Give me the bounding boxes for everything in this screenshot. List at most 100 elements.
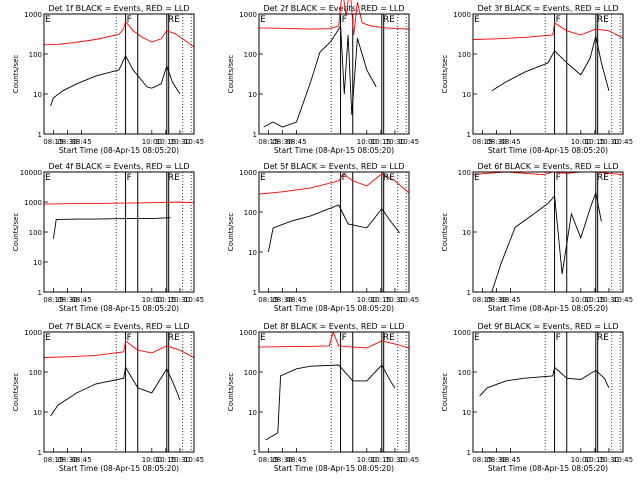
y-tick-label: 1000	[453, 11, 471, 19]
chart-title: Det 8f BLACK = Events, RED = LLD	[263, 322, 404, 331]
marker-label: E	[474, 173, 480, 183]
y-tick-label: 1	[253, 131, 257, 139]
y-tick-label: 100	[458, 169, 471, 177]
x-tick-label: 10:00	[357, 296, 377, 304]
chart-title: Det 2f BLACK = Events, RED = LLD	[263, 4, 404, 13]
plot-frame	[472, 331, 624, 453]
x-tick-label: 08:15	[43, 138, 63, 146]
chart-title: Det 5f BLACK = Events, RED = LLD	[263, 162, 404, 171]
x-tick-label: 10:30	[170, 138, 190, 146]
x-tick-label: 10:45	[399, 456, 419, 464]
plot-frame	[472, 171, 624, 293]
x-tick-label: 10:00	[357, 138, 377, 146]
marker-label: F	[556, 15, 561, 25]
events-series-line	[50, 54, 181, 107]
y-tick-label: 1000	[24, 199, 42, 207]
x-tick-label: 08:45	[500, 456, 520, 464]
lld-series-line	[43, 20, 195, 48]
y-axis-label: Counts/sec	[12, 213, 20, 252]
y-tick-label: 100	[458, 369, 471, 377]
chart-panel: Det 4f BLACK = Events, RED = LLD E F RE 1 10 1…	[12, 162, 204, 313]
y-tick-label: 1000	[239, 329, 257, 337]
x-tick-label: 10:30	[385, 456, 405, 464]
x-tick-label: 10:15	[585, 456, 605, 464]
x-tick-label: 10:45	[184, 456, 204, 464]
x-tick-label: 10:00	[571, 456, 591, 464]
x-tick-label: 10:00	[357, 456, 377, 464]
x-axis-label: Start Time (08-Apr-15 08:05:20)	[488, 146, 608, 155]
chart-title: Det 3f BLACK = Events, RED = LLD	[477, 4, 618, 13]
chart-panel: Det 7f BLACK = Events, RED = LLD E F RE 1 10 1…	[12, 322, 204, 473]
marker-label: E	[474, 333, 480, 343]
x-tick-label: 10:30	[385, 296, 405, 304]
marker-label: RE	[168, 333, 180, 343]
plot-frame	[43, 331, 195, 453]
x-tick-label: 10:45	[613, 138, 633, 146]
marker-label: E	[260, 15, 266, 25]
y-tick-label: 10	[248, 91, 257, 99]
marker-label: F	[342, 333, 347, 343]
x-tick-label: 08:45	[286, 456, 306, 464]
events-series-line	[52, 217, 171, 239]
marker-label: RE	[383, 333, 395, 343]
y-tick-label: 1	[38, 449, 42, 457]
chart-title: Det 1f BLACK = Events, RED = LLD	[48, 4, 189, 13]
x-axis-label: Start Time (08-Apr-15 08:05:20)	[274, 464, 394, 473]
marker-label: RE	[597, 333, 609, 343]
x-axis-label: Start Time (08-Apr-15 08:05:20)	[274, 304, 394, 313]
y-axis-label: Counts/sec	[12, 55, 20, 94]
x-tick-label: 08:45	[286, 138, 306, 146]
plot-frame	[43, 171, 195, 293]
chart-panel: Det 2f BLACK = Events, RED = LLD E F RE 1 10 1…	[227, 0, 419, 155]
y-tick-label: 1000	[239, 11, 257, 19]
y-tick-label: 10	[33, 409, 42, 417]
marker-label: RE	[597, 173, 609, 183]
x-tick-label: 08:45	[286, 296, 306, 304]
y-axis-label: Counts/sec	[12, 373, 20, 412]
x-tick-label: 08:30	[486, 138, 506, 146]
x-tick-label: 10:45	[613, 296, 633, 304]
x-tick-label: 08:30	[57, 456, 77, 464]
marker-label: F	[127, 173, 132, 183]
y-tick-label: 1	[253, 449, 257, 457]
y-tick-label: 1000	[24, 329, 42, 337]
x-tick-label: 08:30	[272, 296, 292, 304]
x-tick-label: 10:45	[184, 138, 204, 146]
chart-panel: Det 3f BLACK = Events, RED = LLD E F RE 1 10 1…	[441, 4, 633, 155]
x-tick-label: 10:15	[371, 456, 391, 464]
y-tick-label: 1000	[24, 11, 42, 19]
x-tick-label: 10:00	[571, 296, 591, 304]
x-tick-label: 10:30	[170, 296, 190, 304]
y-tick-label: 100	[244, 209, 257, 217]
events-series-line	[491, 191, 602, 293]
marker-label: RE	[168, 15, 180, 25]
y-axis-label: Counts/sec	[227, 213, 235, 252]
x-tick-label: 08:15	[43, 456, 63, 464]
marker-label: RE	[597, 15, 609, 25]
y-axis-label: Counts/sec	[441, 373, 449, 412]
x-axis-label: Start Time (08-Apr-15 08:05:20)	[274, 146, 394, 155]
x-tick-label: 08:15	[258, 456, 278, 464]
lld-series-line	[472, 22, 624, 40]
x-tick-label: 08:30	[272, 138, 292, 146]
x-axis-label: Start Time (08-Apr-15 08:05:20)	[59, 146, 179, 155]
lld-series-line	[43, 201, 195, 205]
x-tick-label: 08:15	[472, 296, 492, 304]
y-tick-label: 100	[29, 51, 42, 59]
plot-frame	[258, 171, 410, 293]
y-axis-label: Counts/sec	[227, 373, 235, 412]
y-tick-label: 100	[29, 229, 42, 237]
x-tick-label: 10:45	[613, 456, 633, 464]
x-tick-label: 10:30	[599, 138, 619, 146]
x-tick-label: 10:45	[399, 138, 419, 146]
x-tick-label: 08:15	[258, 138, 278, 146]
marker-label: E	[260, 173, 266, 183]
y-axis-label: Counts/sec	[441, 55, 449, 94]
events-series-line	[479, 366, 610, 397]
lld-series-line	[43, 340, 195, 358]
x-tick-label: 08:15	[472, 138, 492, 146]
chart-panel: Det 8f BLACK = Events, RED = LLD E F RE 1 10 1…	[227, 322, 419, 473]
x-tick-label: 08:45	[71, 138, 91, 146]
x-tick-label: 10:30	[599, 456, 619, 464]
